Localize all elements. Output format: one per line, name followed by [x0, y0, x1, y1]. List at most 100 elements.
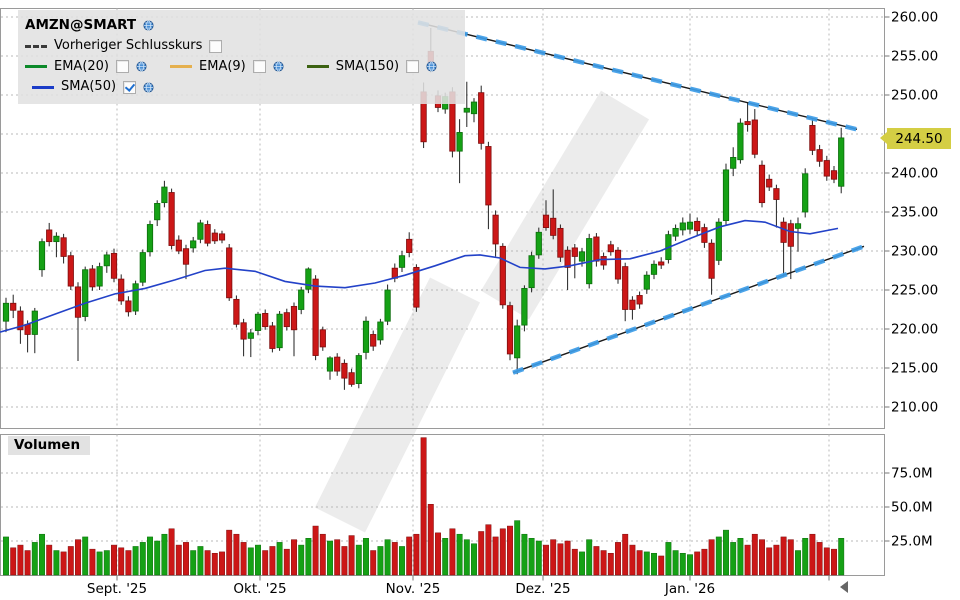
volume-bar — [3, 536, 9, 576]
volume-bar — [795, 550, 801, 576]
candle-body — [53, 235, 60, 243]
volume-bar — [636, 550, 643, 576]
candle-body — [593, 236, 600, 262]
volume-bar — [449, 528, 456, 576]
volume-panel-title: Volumen — [8, 436, 91, 455]
volume-bar — [262, 550, 269, 576]
candle-body — [722, 169, 730, 221]
prev-close-label: Vorheriger Schlusskurs — [54, 38, 203, 54]
volume-bar — [269, 546, 276, 576]
candle-body — [269, 325, 276, 349]
volume-bar — [823, 547, 830, 576]
volume-bar — [773, 544, 780, 576]
volume-bar — [226, 529, 233, 576]
price-axis-label: 225.00 — [891, 283, 938, 299]
candle-body — [334, 356, 341, 372]
volume-bar — [355, 544, 362, 576]
volume-bar — [831, 548, 837, 576]
volume-bar — [67, 546, 74, 576]
candle-body — [290, 305, 298, 331]
volume-bar — [377, 546, 384, 576]
candle-body — [521, 288, 528, 326]
volume-bar — [593, 546, 600, 576]
candle-body — [542, 214, 550, 228]
volume-bar — [17, 544, 24, 576]
candle-body — [694, 220, 701, 232]
volume-bar — [204, 550, 211, 576]
candle-body — [485, 146, 492, 206]
volume-bar — [463, 539, 470, 576]
candle-body — [643, 274, 650, 290]
volume-bar — [687, 554, 693, 576]
volume-bar — [10, 547, 17, 576]
candle-body — [650, 263, 658, 275]
sma50-swatch — [32, 85, 54, 89]
candle-body — [773, 188, 780, 200]
watermark-bar — [314, 277, 481, 533]
volume-bar — [60, 551, 67, 576]
volume-bar — [694, 551, 701, 576]
volume-bar — [125, 550, 132, 576]
volume-bar — [571, 548, 578, 576]
globe-icon[interactable] — [426, 61, 437, 72]
sma150-checkbox[interactable] — [406, 60, 420, 73]
volume-bar — [291, 539, 297, 576]
month-axis-label: Sept. '25 — [87, 581, 147, 597]
candle-body — [67, 255, 74, 287]
candle-body — [2, 302, 10, 322]
volume-bar — [89, 548, 96, 576]
prev-close-checkbox[interactable] — [209, 39, 223, 53]
volume-bar — [219, 551, 225, 576]
volume-bar — [413, 533, 420, 576]
volume-bar — [730, 542, 737, 576]
candle-body — [708, 242, 715, 279]
candle-body — [154, 203, 161, 221]
volume-bar — [132, 546, 139, 576]
volume-bar — [478, 531, 485, 576]
trendline-dashed[interactable] — [417, 20, 858, 132]
month-axis-label: Okt. '25 — [233, 581, 286, 597]
candle-body — [478, 92, 485, 144]
sma50-line — [0, 219, 839, 333]
volume-bar — [809, 533, 816, 576]
candle-body — [607, 244, 614, 253]
volume-bar — [528, 538, 535, 576]
globe-icon[interactable] — [143, 20, 154, 31]
candle-body — [629, 299, 636, 310]
volume-bar — [319, 533, 326, 576]
volume-bar — [283, 548, 290, 576]
volume-bar — [82, 536, 89, 576]
volume-axis-label: 50.0M — [891, 500, 933, 516]
volume-bar — [643, 551, 650, 576]
sma50-checkbox[interactable] — [123, 80, 137, 94]
volume-bar — [564, 540, 571, 576]
scroll-left-icon[interactable] — [840, 581, 848, 593]
ema9-checkbox[interactable] — [252, 60, 266, 73]
candle-body — [758, 164, 766, 204]
globe-icon[interactable] — [273, 61, 284, 72]
candle-body — [377, 321, 384, 341]
volume-bar — [665, 542, 672, 576]
globe-icon[interactable] — [136, 61, 147, 72]
globe-icon[interactable] — [143, 81, 154, 93]
volume-bar — [420, 437, 427, 576]
candle-body — [514, 325, 521, 359]
candle-body — [312, 278, 319, 356]
volume-bar — [766, 547, 773, 576]
candle-body — [326, 357, 334, 372]
candle-body — [816, 149, 823, 162]
volume-bar — [550, 539, 557, 576]
ema20-checkbox[interactable] — [116, 60, 130, 73]
candle-body — [658, 261, 665, 266]
trendline-dashed[interactable] — [512, 244, 865, 375]
volume-bar — [427, 504, 434, 576]
candle-body — [492, 214, 499, 245]
volume-bar — [406, 536, 413, 576]
candle-body — [838, 137, 845, 187]
candle-body — [614, 249, 622, 280]
volume-bar — [701, 548, 708, 576]
candle-body — [370, 334, 377, 347]
volume-bar — [39, 533, 45, 576]
